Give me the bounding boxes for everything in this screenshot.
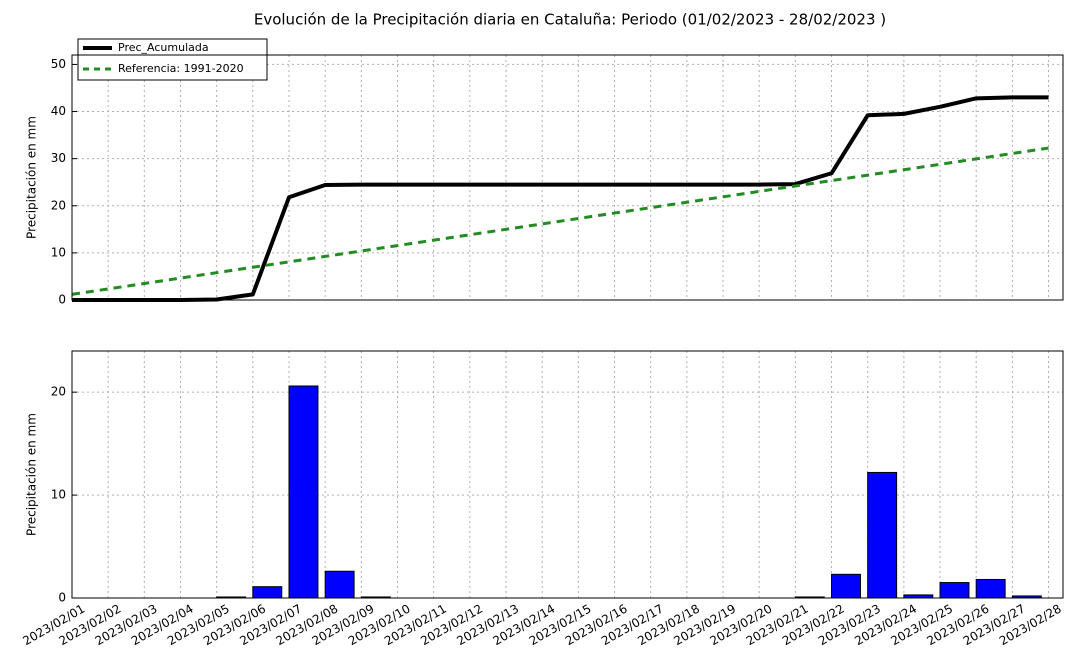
legend: Prec_Acumulada Referencia: 1991-2020 <box>77 38 268 81</box>
axes-frame <box>71 54 1064 301</box>
line-series <box>72 95 1049 302</box>
y-tick-label: 40 <box>51 104 66 118</box>
y-tick-label: 20 <box>51 198 66 212</box>
y-tick-label: 10 <box>51 488 66 502</box>
bar <box>252 586 283 599</box>
line-series <box>71 146 1049 296</box>
bar <box>975 578 1006 599</box>
bar <box>324 570 355 599</box>
legend-label: Referencia: 1991-2020 <box>118 62 244 75</box>
bar <box>831 573 861 599</box>
y-axis-label: Precipitación en mm <box>25 116 39 239</box>
legend-box <box>77 38 268 81</box>
bar <box>939 582 970 599</box>
bar <box>867 471 898 599</box>
axes-frame <box>71 350 1064 599</box>
y-tick-label: 0 <box>58 293 66 307</box>
y-tick-label: 10 <box>51 245 66 259</box>
chart-title: Evolución de la Precipitación diaria en … <box>254 11 886 29</box>
bar <box>288 385 319 599</box>
legend-label: Prec_Acumulada <box>118 41 209 54</box>
y-tick-label: 50 <box>51 57 66 71</box>
y-tick-label: 30 <box>51 151 66 165</box>
y-tick-label: 0 <box>58 591 66 605</box>
y-tick-label: 20 <box>51 385 66 399</box>
y-axis-label: Precipitación en mm <box>25 413 39 536</box>
